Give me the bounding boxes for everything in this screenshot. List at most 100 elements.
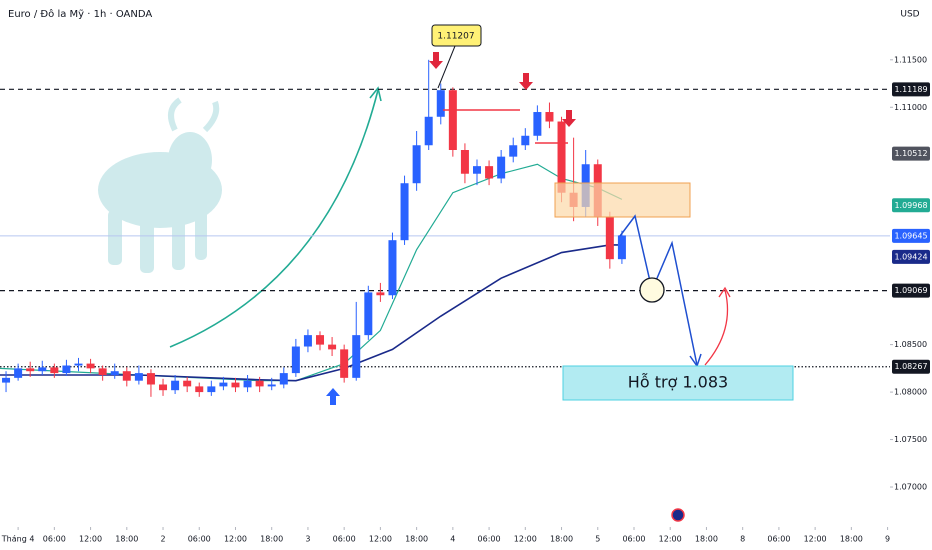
callout-text: 1.11207 <box>437 32 474 42</box>
x-tick-label: 18:00 <box>695 535 718 544</box>
candle-body <box>207 386 216 393</box>
y-tick-label: 1.07000 <box>894 483 927 492</box>
candle-body <box>485 166 494 179</box>
candle-body <box>62 365 71 374</box>
candle-body <box>14 368 23 378</box>
x-tick-label: 06:00 <box>43 535 66 544</box>
candle-body <box>424 116 433 146</box>
x-tick-label: 06:00 <box>333 535 356 544</box>
candle-body <box>316 335 325 345</box>
support-zone <box>562 365 794 401</box>
candle-body <box>134 373 143 381</box>
x-tick-label: 12:00 <box>79 535 102 544</box>
price-label-box <box>892 82 930 97</box>
candle-body <box>521 135 530 146</box>
support-label: Hỗ trợ 1.083 <box>628 373 728 392</box>
candle-body <box>231 382 240 388</box>
resistance-zone <box>554 182 691 218</box>
candle-body <box>352 335 361 378</box>
x-tick-label: 12:00 <box>659 535 682 544</box>
candle-body <box>545 112 554 122</box>
x-tick-label: 06:00 <box>622 535 645 544</box>
candle-body <box>195 386 204 393</box>
candle-body <box>303 335 312 347</box>
plot: 1.11500 1.11000 1.08500 1.08000 1.07500 1.070… <box>0 55 930 544</box>
candle-body <box>412 145 421 184</box>
candle-body <box>328 344 337 350</box>
candle-body <box>86 363 95 369</box>
callout-line <box>437 45 456 89</box>
circle-marker <box>639 277 665 303</box>
candle-body <box>448 90 457 150</box>
candle-body <box>340 349 349 378</box>
y-tick-label: 1.08500 <box>894 340 927 349</box>
bull-decoration <box>98 97 222 273</box>
arrow-head <box>369 86 382 102</box>
candle-body <box>267 384 276 387</box>
candle-body <box>219 382 228 387</box>
candle-body <box>473 166 482 174</box>
up-arrow <box>326 388 340 405</box>
price-label-box <box>892 359 930 374</box>
candle-body <box>122 371 131 381</box>
candle-body <box>255 380 264 387</box>
x-tick-label: 06:00 <box>478 535 501 544</box>
x-tick-label: 8 <box>740 535 745 544</box>
candle-body <box>2 377 11 383</box>
x-tick-label: 12:00 <box>804 535 827 544</box>
down-arrows <box>429 52 576 127</box>
candle-body <box>110 371 119 375</box>
x-tick-label: 9 <box>885 535 890 544</box>
x-tick-label: 18:00 <box>260 535 283 544</box>
x-tick-label: 06:00 <box>188 535 211 544</box>
rebound-arrow <box>704 289 729 366</box>
candle-body <box>159 384 168 391</box>
price-label-box <box>892 249 930 264</box>
candle-body <box>605 216 614 260</box>
y-tick-label: 1.07500 <box>894 435 927 444</box>
moving-average <box>0 244 622 382</box>
x-tick-label: 18:00 <box>405 535 428 544</box>
candle-body <box>146 373 155 385</box>
x-tick-label: 3 <box>305 535 310 544</box>
price-label: 1.09424 <box>894 252 927 261</box>
event-icon <box>671 508 685 522</box>
x-tick-label: 18:00 <box>840 535 863 544</box>
price-label-box <box>892 283 930 298</box>
x-tick-label: 4 <box>450 535 455 544</box>
price-label-box <box>892 146 930 161</box>
price-label: 1.11189 <box>894 85 927 94</box>
candle-body <box>617 235 626 260</box>
candle-body <box>436 90 445 117</box>
candle-body <box>497 156 506 179</box>
candle-body <box>279 373 288 385</box>
candle-body <box>364 292 373 336</box>
currency: USD <box>900 10 919 20</box>
y-tick-label: 1.08000 <box>894 388 927 397</box>
candle-body <box>171 380 180 391</box>
price-label: 1.08267 <box>894 362 927 371</box>
candle-body <box>183 380 192 387</box>
candle-body <box>98 368 107 375</box>
candle-body <box>26 368 35 372</box>
x-tick-label: 18:00 <box>550 535 573 544</box>
candle-body <box>533 112 542 136</box>
candle-body <box>509 145 518 157</box>
candle-body <box>50 367 59 374</box>
arrow-head <box>718 286 731 298</box>
x-tick-label: 12:00 <box>514 535 537 544</box>
price-label-box <box>892 228 930 243</box>
price-label: 1.09645 <box>894 231 927 240</box>
candle-body <box>460 150 469 174</box>
candle-body <box>557 121 566 193</box>
x-tick-label: 18:00 <box>115 535 138 544</box>
moving-average <box>0 163 623 382</box>
callout-box <box>431 24 482 47</box>
candle-body <box>38 367 47 372</box>
x-tick-label: 12:00 <box>369 535 392 544</box>
price-label: 1.09968 <box>894 201 927 210</box>
candle-body <box>74 363 83 366</box>
candle-body <box>400 183 409 241</box>
x-tick-label: Tháng 4 <box>1 535 35 544</box>
